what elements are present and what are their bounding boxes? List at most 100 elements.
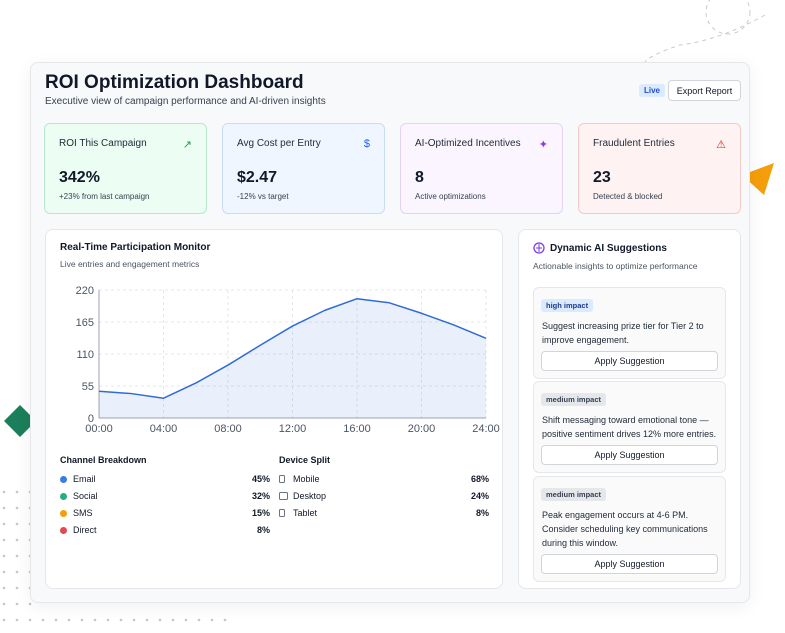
channel-dot: [60, 509, 67, 517]
apply-button[interactable]: Apply Suggestion: [541, 445, 718, 465]
decor-dot: [119, 618, 123, 622]
monitor-panel: [45, 229, 503, 589]
kpi-label: ROI This Campaign: [59, 138, 147, 149]
decor-triangle: [742, 163, 774, 195]
decor-dot: [132, 618, 136, 622]
kpi-value: 8: [415, 169, 424, 186]
device-name: Tablet: [293, 508, 318, 518]
suggestion-card: medium impact Shift messaging toward emot…: [533, 381, 726, 473]
x-tick-label: 24:00: [472, 423, 500, 435]
decor-dot: [15, 522, 19, 526]
kpi-label: AI-Optimized Incentives: [415, 138, 521, 149]
channel-dot: [60, 492, 67, 500]
suggestion-text: Peak engagement occurs at 4-6 PM. Consid…: [542, 510, 708, 548]
monitor-title: Real-Time Participation Monitor: [60, 242, 211, 253]
device-title: Device Split: [279, 455, 331, 465]
decor-dot: [15, 570, 19, 574]
decor-dot: [145, 618, 149, 622]
monitor-subtitle: Live entries and engagement metrics: [60, 259, 200, 269]
kpi-card: Avg Cost per Entry $ $2.47 -12% vs target: [222, 123, 385, 214]
suggestions-title: Dynamic AI Suggestions: [550, 243, 667, 254]
decor-dot: [106, 618, 110, 622]
kpi-card: AI-Optimized Incentives ✦ 8 Active optimiza…: [400, 123, 563, 214]
suggestion-text: Suggest increasing prize tier for Tier 2…: [542, 321, 704, 345]
suggestion-card: medium impact Peak engagement occurs at 4…: [533, 476, 726, 582]
suggestion-text: Shift messaging toward emotional tone — …: [542, 415, 717, 439]
decor-dot: [67, 618, 71, 622]
suggestions-subtitle: Actionable insights to optimize performa…: [533, 261, 698, 271]
decor-dot: [93, 618, 97, 622]
apply-button[interactable]: Apply Suggestion: [541, 351, 718, 371]
line: [98, 297, 487, 399]
channel-row: Direct 8%: [60, 525, 270, 535]
device-share: 8%: [475, 508, 489, 518]
device-icon: [279, 492, 288, 500]
decor-dot: [15, 586, 19, 590]
decor-dot: [15, 506, 19, 510]
x-tick-label: 12:00: [279, 423, 307, 435]
y-tick-label: 0: [88, 413, 94, 425]
decor-dot: [197, 618, 201, 622]
decor-dot: [2, 618, 6, 622]
kpi-note: -12% vs target: [237, 192, 289, 201]
decor-dot: [41, 618, 45, 622]
decor-dot: [28, 618, 32, 622]
channel-row: Email 45%: [60, 474, 270, 484]
device-share: 24%: [470, 491, 489, 501]
decor-dot: [2, 522, 6, 526]
decor-curve: [644, 14, 766, 63]
line-chart: 0 55 110 165 220 00:00 04:00 08:00 12:00 16:00 20:…: [76, 285, 500, 435]
decor-dot: [223, 618, 227, 622]
kpi-note: +23% from last campaign: [59, 192, 150, 201]
y-tick-label: 55: [82, 381, 94, 393]
decor-dot: [2, 538, 6, 542]
y-tick-label: 110: [76, 349, 94, 361]
decor-dot: [15, 538, 19, 542]
export-button[interactable]: Export Report: [668, 80, 741, 101]
channel-share: 15%: [251, 508, 270, 518]
decor-dot: [2, 506, 6, 510]
device-name: Mobile: [293, 474, 320, 484]
channel-share: 8%: [256, 525, 270, 535]
kpi-value: 23: [593, 169, 611, 186]
x-tick-label: 00:00: [85, 423, 113, 435]
decor-dot: [80, 618, 84, 622]
channel-name: Direct: [73, 525, 97, 535]
x-tick-label: 04:00: [150, 423, 178, 435]
kpi-icon: ↗: [182, 139, 192, 151]
kpi-label: Fraudulent Entries: [593, 138, 675, 149]
decor-dot: [2, 602, 6, 606]
decor-diamond: [4, 405, 36, 437]
kpi-label: Avg Cost per Entry: [237, 138, 321, 149]
channel-name: Social: [73, 491, 98, 501]
title: ROI Optimization Dashboard: [45, 72, 304, 93]
decor-dot: [171, 618, 175, 622]
decor-circle: [705, 0, 751, 35]
decor-dot: [2, 554, 6, 558]
channel-name: Email: [73, 474, 96, 484]
kpi-card: ROI This Campaign ↗ 342% +23% from last cam…: [44, 123, 207, 214]
apply-button[interactable]: Apply Suggestion: [541, 554, 718, 574]
x-tick-label: 08:00: [214, 423, 242, 435]
decor-dot: [2, 490, 6, 494]
kpi-icon: $: [363, 138, 370, 150]
kpi-value: 342%: [59, 169, 100, 186]
kpi-value: $2.47: [237, 169, 278, 186]
decor-dot: [15, 554, 19, 558]
device-icon: [279, 475, 285, 483]
impact-tag: medium impact: [541, 488, 607, 501]
device-row: Tablet 8%: [279, 508, 489, 518]
decor-dot: [2, 570, 6, 574]
channel-share: 45%: [251, 474, 270, 484]
decor-dot: [184, 618, 188, 622]
decor-dot: [15, 618, 19, 622]
channel-dot: [60, 475, 67, 483]
impact-tag: medium impact: [541, 393, 607, 406]
channel-row: Social 32%: [60, 491, 270, 501]
device-icon: [279, 509, 285, 517]
ai-icon: [533, 242, 545, 254]
channel-dot: [60, 526, 67, 534]
y-tick-label: 165: [76, 317, 94, 329]
suggestion-card: high impact Suggest increasing prize tier…: [533, 287, 726, 379]
x-tick-label: 20:00: [408, 423, 436, 435]
